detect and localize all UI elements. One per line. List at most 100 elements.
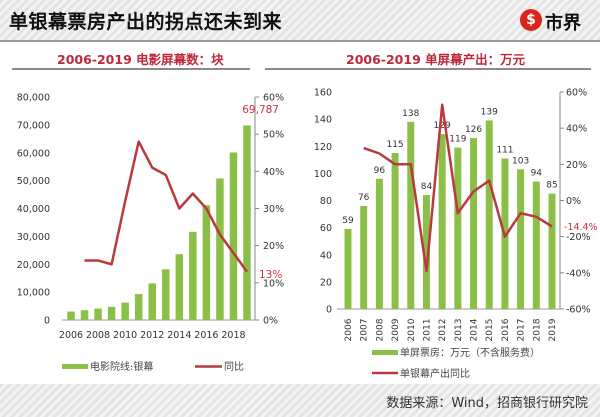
bar-2006 bbox=[67, 311, 75, 320]
left-y-tick-label: 40 bbox=[320, 250, 332, 261]
bar-value-label: 84 bbox=[421, 182, 433, 192]
bar-value-label: 59 bbox=[342, 216, 354, 226]
left-y-tick-label: 0 bbox=[326, 305, 332, 316]
right-y-tick-label: -20% bbox=[566, 232, 591, 243]
right-y-tick-label: 20% bbox=[566, 160, 587, 171]
logo-glyph: $ bbox=[526, 12, 536, 28]
legend-bar-label: 电影院线:银幕 bbox=[90, 360, 153, 373]
left-y-tick-label: 60,000 bbox=[17, 148, 50, 159]
data-source: 数据来源：Wind，招商银行研究院 bbox=[386, 396, 588, 411]
left-y-tick-label: 160 bbox=[314, 88, 332, 99]
bar-value-label: 126 bbox=[465, 125, 482, 135]
x-tick-label: 2018 bbox=[221, 330, 245, 341]
right-y-tick-label: 50% bbox=[263, 130, 284, 141]
bar-2011 bbox=[422, 195, 430, 309]
bar-2012 bbox=[148, 283, 156, 320]
bar-value-label: 138 bbox=[402, 109, 419, 119]
x-tick-label: 2015 bbox=[485, 319, 495, 342]
bar-value-label: 119 bbox=[449, 135, 466, 145]
bar-value-label: 111 bbox=[496, 145, 513, 155]
left-y-tick-label: 10,000 bbox=[17, 288, 50, 299]
header-band: 单银幕票房产出的拐点还未到来 $ 市界 bbox=[0, 0, 600, 42]
x-tick-label: 2014 bbox=[470, 318, 480, 341]
bar-2016 bbox=[202, 205, 211, 320]
legend-bar-swatch bbox=[62, 364, 88, 369]
bar-2012 bbox=[438, 134, 446, 309]
bar-value-label: 94 bbox=[531, 169, 543, 179]
bar-value-label: 115 bbox=[386, 140, 403, 150]
right-y-tick-label: 40% bbox=[566, 124, 587, 135]
bar-2019 bbox=[548, 193, 556, 309]
bar-2009 bbox=[391, 153, 399, 309]
bar-2014 bbox=[175, 254, 184, 320]
x-tick-label: 2006 bbox=[59, 330, 83, 341]
left-y-tick-label: 20 bbox=[320, 277, 332, 288]
x-tick-label: 2006 bbox=[344, 318, 354, 341]
right-y-tick-label: 60% bbox=[263, 93, 284, 104]
legend-line-label: 单银幕产出同比 bbox=[400, 367, 470, 380]
bar-2013 bbox=[162, 269, 170, 320]
x-tick-label: 2007 bbox=[360, 319, 370, 342]
bar-2019 bbox=[243, 125, 251, 320]
bar-value-label: 85 bbox=[546, 181, 557, 191]
right-y-tick-label: 0% bbox=[566, 196, 581, 207]
right-y-tick-label: 10% bbox=[263, 278, 284, 289]
bar-value-label: 103 bbox=[512, 156, 529, 166]
left-chart-title: 2006-2019 电影屏幕数：块 bbox=[57, 52, 224, 67]
bar-2011 bbox=[134, 294, 143, 320]
left-y-tick-label: 80,000 bbox=[17, 93, 50, 104]
left-y-tick-label: 80 bbox=[320, 196, 332, 207]
right-y-tick-label: 40% bbox=[263, 167, 284, 178]
bar-value-label: 96 bbox=[374, 166, 386, 176]
x-tick-label: 2013 bbox=[454, 319, 464, 342]
bar-2007 bbox=[80, 310, 89, 320]
x-tick-label: 2012 bbox=[140, 330, 164, 341]
brand-logo: $ 市界 bbox=[520, 8, 592, 34]
last-line-annotation: 13% bbox=[259, 269, 282, 281]
x-tick-label: 2009 bbox=[391, 318, 401, 341]
bar-2008 bbox=[375, 178, 383, 309]
legend-line-label: 同比 bbox=[224, 361, 244, 373]
left-y-tick-label: 50,000 bbox=[17, 176, 50, 187]
left-y-tick-label: 70,000 bbox=[17, 120, 50, 131]
right-chart-title: 2006-2019 单屏幕产出：万元 bbox=[346, 52, 526, 67]
last-bar-annotation: 69,787 bbox=[242, 104, 279, 116]
last-line-annotation: -14.4% bbox=[564, 222, 598, 233]
left-y-tick-label: 100 bbox=[314, 169, 332, 180]
bar-2015 bbox=[485, 120, 493, 309]
bar-value-label: 129 bbox=[434, 121, 451, 131]
left-y-tick-label: 60 bbox=[320, 223, 332, 234]
left-y-tick-label: 30,000 bbox=[17, 232, 50, 243]
bar-2008 bbox=[94, 308, 102, 320]
right-y-tick-label: -60% bbox=[566, 305, 591, 316]
bar-2009 bbox=[107, 306, 116, 320]
logo-text: 市界 bbox=[545, 13, 581, 34]
bar-2014 bbox=[470, 138, 478, 309]
right-y-tick-label: -40% bbox=[566, 268, 591, 279]
x-tick-label: 2012 bbox=[438, 319, 448, 342]
x-tick-label: 2011 bbox=[422, 319, 432, 342]
x-tick-label: 2016 bbox=[501, 318, 511, 341]
left-y-tick-label: 40,000 bbox=[17, 204, 50, 215]
logo-circle-icon bbox=[520, 9, 542, 31]
bar-2018 bbox=[532, 181, 540, 309]
left-title-divider bbox=[12, 68, 250, 70]
bar-value-label: 76 bbox=[358, 193, 370, 203]
right-y-tick-label: 0% bbox=[263, 316, 278, 327]
right-y-tick-label: 20% bbox=[263, 241, 284, 252]
x-tick-label: 2010 bbox=[407, 318, 417, 341]
right-y-tick-label: 30% bbox=[263, 204, 284, 215]
legend-bar-label: 单屏票房：万元（不含服务费） bbox=[400, 346, 540, 359]
bar-2007 bbox=[360, 205, 368, 309]
x-tick-label: 2008 bbox=[86, 330, 110, 341]
x-tick-label: 2018 bbox=[532, 318, 542, 341]
left-y-tick-label: 140 bbox=[314, 115, 332, 126]
bar-value-label: 139 bbox=[481, 107, 498, 117]
bar-2010 bbox=[407, 121, 415, 310]
x-tick-label: 2014 bbox=[167, 330, 191, 341]
bar-2018 bbox=[229, 152, 238, 320]
bar-2006 bbox=[344, 228, 352, 309]
x-tick-label: 2010 bbox=[113, 330, 137, 341]
bar-2010 bbox=[121, 302, 129, 320]
